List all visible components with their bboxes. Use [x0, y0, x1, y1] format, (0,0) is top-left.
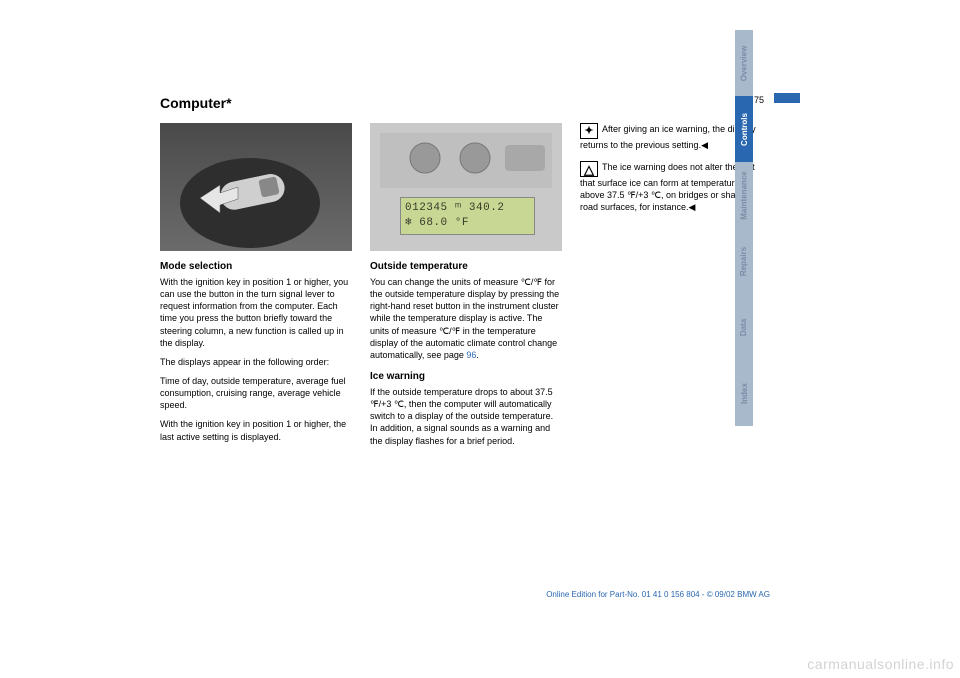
column-1: Mode selection With the ignition key in … — [160, 123, 352, 454]
side-tabs: Overview Controls Maintenance Repairs Da… — [735, 30, 753, 426]
tab-repairs-label: Repairs — [740, 246, 749, 275]
ice-warning-p: If the outside temperature drops to abou… — [370, 386, 562, 447]
ice-warning-heading: Ice warning — [370, 371, 562, 382]
tab-controls-label: Controls — [740, 113, 749, 146]
outside-temp-heading: Outside temperature — [370, 261, 562, 272]
outside-temp-p1b: . — [476, 350, 479, 360]
tab-maintenance-label: Maintenance — [740, 171, 749, 219]
column-2: 012345 ᵐ 340.2 ❄ 68.0 °F Outside tempera… — [370, 123, 562, 454]
tab-maintenance[interactable]: Maintenance — [735, 162, 753, 228]
mode-selection-p2: The displays appear in the following ord… — [160, 356, 352, 368]
page-link-96[interactable]: 96 — [466, 350, 476, 360]
tab-repairs[interactable]: Repairs — [735, 228, 753, 294]
mode-selection-p3: Time of day, outside temperature, averag… — [160, 375, 352, 411]
lcd-display: 012345 ᵐ 340.2 ❄ 68.0 °F — [400, 197, 535, 235]
tab-data-label: Data — [740, 318, 749, 335]
tab-overview[interactable]: Overview — [735, 30, 753, 96]
mode-selection-p4: With the ignition key in position 1 or h… — [160, 418, 352, 442]
page-content: Computer* 75 Mode selection With the ign… — [160, 95, 910, 645]
outside-temp-p1: You can change the units of measure ℃/℉ … — [370, 276, 562, 361]
page-number: 75 — [754, 95, 764, 105]
info-icon: ✦ — [580, 123, 598, 139]
tab-index-label: Index — [740, 383, 749, 404]
lcd-line-2: ❄ 68.0 °F — [405, 216, 530, 231]
note-warning-text: The ice warning does not alter the fact … — [580, 162, 755, 212]
outside-temp-p1a: You can change the units of measure ℃/℉ … — [370, 277, 559, 360]
mode-selection-p1: With the ignition key in position 1 or h… — [160, 276, 352, 349]
tab-controls[interactable]: Controls — [735, 96, 753, 162]
mode-selection-image — [160, 123, 352, 251]
lcd-line-1: 012345 ᵐ 340.2 — [405, 201, 530, 216]
note-info-text: After giving an ice warning, the display… — [580, 124, 756, 150]
mode-selection-heading: Mode selection — [160, 261, 352, 272]
columns: Mode selection With the ignition key in … — [160, 123, 770, 454]
footer-text: Online Edition for Part-No. 01 41 0 156 … — [160, 590, 770, 599]
watermark: carmanualsonline.info — [807, 656, 954, 672]
tab-index[interactable]: Index — [735, 360, 753, 426]
tab-data[interactable]: Data — [735, 294, 753, 360]
tab-overview-label: Overview — [740, 45, 749, 81]
warning-icon: △ — [580, 161, 598, 177]
outside-temp-image: 012345 ᵐ 340.2 ❄ 68.0 °F — [370, 123, 562, 251]
page-marker — [774, 93, 800, 103]
